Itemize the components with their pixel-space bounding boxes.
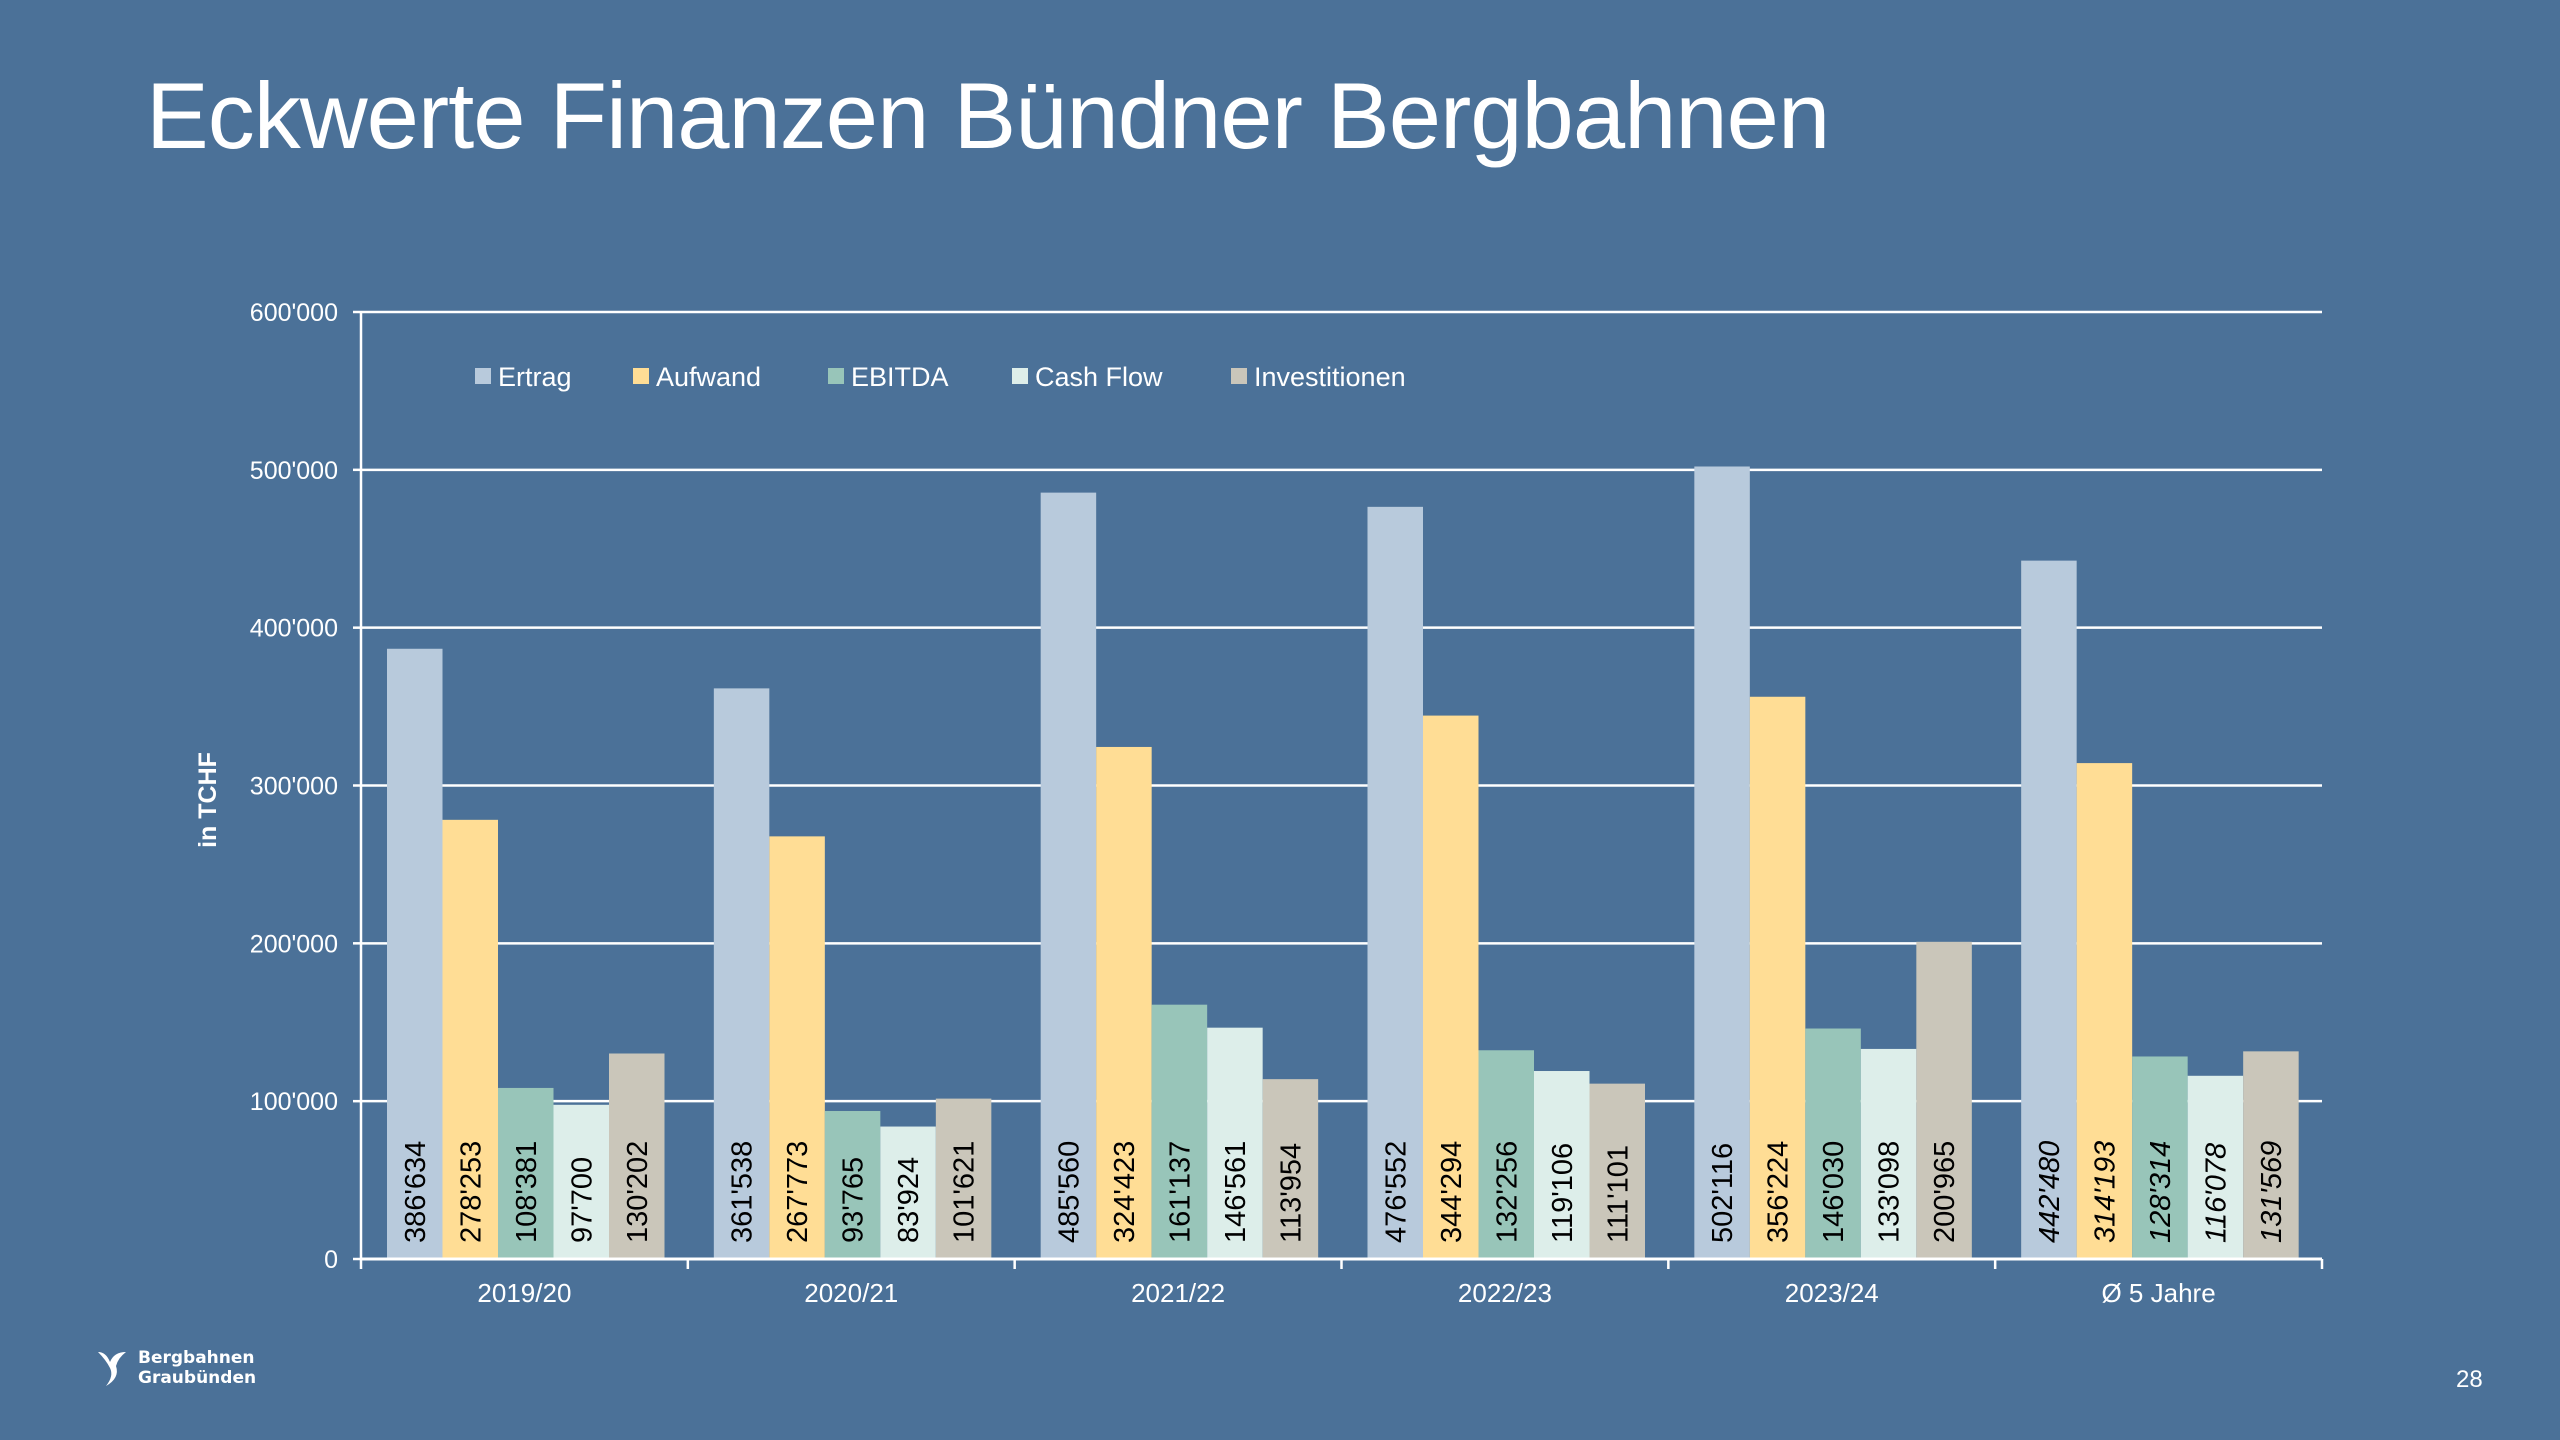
data-label: 83'924 [893, 1157, 925, 1243]
legend-item: EBITDA [828, 362, 949, 392]
data-label: 442'480 [2034, 1141, 2066, 1243]
y-tick-label: 300'000 [250, 773, 338, 801]
bar [824, 1111, 881, 1259]
y-tick-label: 200'000 [250, 930, 338, 958]
data-label: 356'224 [1763, 1141, 1795, 1243]
data-label: 386'634 [400, 1141, 432, 1243]
x-tick-label: Ø 5 Jahre [2101, 1278, 2215, 1308]
x-tick-label: 2020/21 [804, 1278, 898, 1308]
bar [2187, 1075, 2244, 1259]
bar [1262, 1079, 1319, 1259]
bar [1040, 492, 1097, 1259]
bar [2021, 560, 2077, 1259]
data-label: 476'552 [1380, 1141, 1412, 1243]
y-tick-label: 100'000 [250, 1088, 338, 1116]
data-label: 200'965 [1929, 1141, 1961, 1243]
page-number: 28 [2456, 1366, 2483, 1393]
data-label: 314'193 [2089, 1141, 2121, 1243]
x-tick-label: 2021/22 [1131, 1278, 1225, 1308]
bar [880, 1126, 936, 1259]
data-label: 101'621 [949, 1141, 981, 1243]
logo-icon [98, 1352, 126, 1386]
y-axis-label: in TCHF [194, 752, 222, 848]
bar [387, 648, 443, 1259]
data-label: 93'765 [838, 1157, 870, 1243]
data-label: 132'256 [1491, 1141, 1523, 1243]
bar [609, 1053, 665, 1259]
bar [2132, 1056, 2188, 1259]
bar [1860, 1048, 1917, 1259]
y-tick-label: 600'000 [250, 299, 338, 327]
bar [498, 1087, 554, 1259]
legend-swatch [475, 368, 491, 384]
legend-item: Ertrag [475, 362, 572, 392]
data-label: 324'423 [1109, 1141, 1141, 1243]
legend-item: Cash Flow [1012, 362, 1163, 392]
bar [2243, 1051, 2299, 1259]
y-tick-label: 500'000 [250, 457, 338, 485]
bar [935, 1098, 992, 1259]
bar [1096, 746, 1152, 1259]
data-label: 146'030 [1818, 1141, 1850, 1243]
bar [1805, 1028, 1861, 1259]
data-label: 97'700 [566, 1157, 598, 1243]
legend-label: EBITDA [851, 362, 949, 392]
data-label: 108'381 [511, 1141, 543, 1243]
data-label: 133'098 [1874, 1141, 1906, 1243]
data-label: 119'106 [1547, 1143, 1579, 1243]
legend-item: Aufwand [633, 362, 761, 392]
bar [1151, 1004, 1208, 1259]
legend-swatch [1012, 368, 1028, 384]
bar [1367, 506, 1423, 1259]
y-tick-label: 0 [324, 1246, 338, 1274]
data-label: 113'954 [1275, 1143, 1307, 1243]
legend-label: Cash Flow [1035, 362, 1163, 392]
data-label: 116'078 [2200, 1143, 2232, 1243]
bar [1749, 696, 1806, 1259]
x-tick-label: 2023/24 [1785, 1278, 1879, 1308]
data-label: 130'202 [622, 1141, 654, 1243]
bar [1423, 715, 1479, 1259]
data-label: 128'314 [2145, 1141, 2177, 1243]
data-label: 146'561 [1220, 1141, 1252, 1243]
bar [1694, 466, 1750, 1259]
legend-swatch [1231, 368, 1247, 384]
bar [1478, 1050, 1534, 1259]
bar [1534, 1071, 1590, 1259]
bar [713, 688, 770, 1259]
legend-label: Aufwand [656, 362, 761, 392]
slide-title: Eckwerte Finanzen Bündner Bergbahnen [146, 63, 1830, 168]
x-tick-label: 2022/23 [1458, 1278, 1552, 1308]
data-label: 502'116 [1707, 1143, 1739, 1243]
data-label: 278'253 [455, 1141, 487, 1243]
data-label: 267'773 [782, 1141, 814, 1243]
data-label: 485'560 [1053, 1141, 1085, 1243]
x-tick-label: 2019/20 [477, 1278, 571, 1308]
legend-label: Investitionen [1254, 362, 1406, 392]
y-tick-label: 400'000 [250, 615, 338, 643]
logo: Bergbahnen Graubünden [96, 1348, 256, 1388]
data-label: 131'569 [2256, 1141, 2288, 1243]
bar [1916, 941, 1972, 1259]
bar [769, 836, 825, 1259]
bar [2076, 763, 2133, 1259]
data-label: 161'137 [1164, 1141, 1196, 1243]
data-label: 344'294 [1436, 1141, 1468, 1243]
data-label: 111'101 [1602, 1145, 1634, 1243]
bar [442, 819, 498, 1259]
bar [553, 1104, 609, 1259]
legend-swatch [828, 368, 844, 384]
logo-text-line2: Graubünden [138, 1368, 257, 1388]
data-label: 361'538 [727, 1141, 759, 1243]
bar [1589, 1083, 1645, 1259]
legend-item: Investitionen [1231, 362, 1406, 392]
logo-text-line1: Bergbahnen [138, 1348, 255, 1368]
legend-label: Ertrag [498, 362, 572, 392]
legend-swatch [633, 368, 649, 384]
bar [1207, 1027, 1263, 1259]
